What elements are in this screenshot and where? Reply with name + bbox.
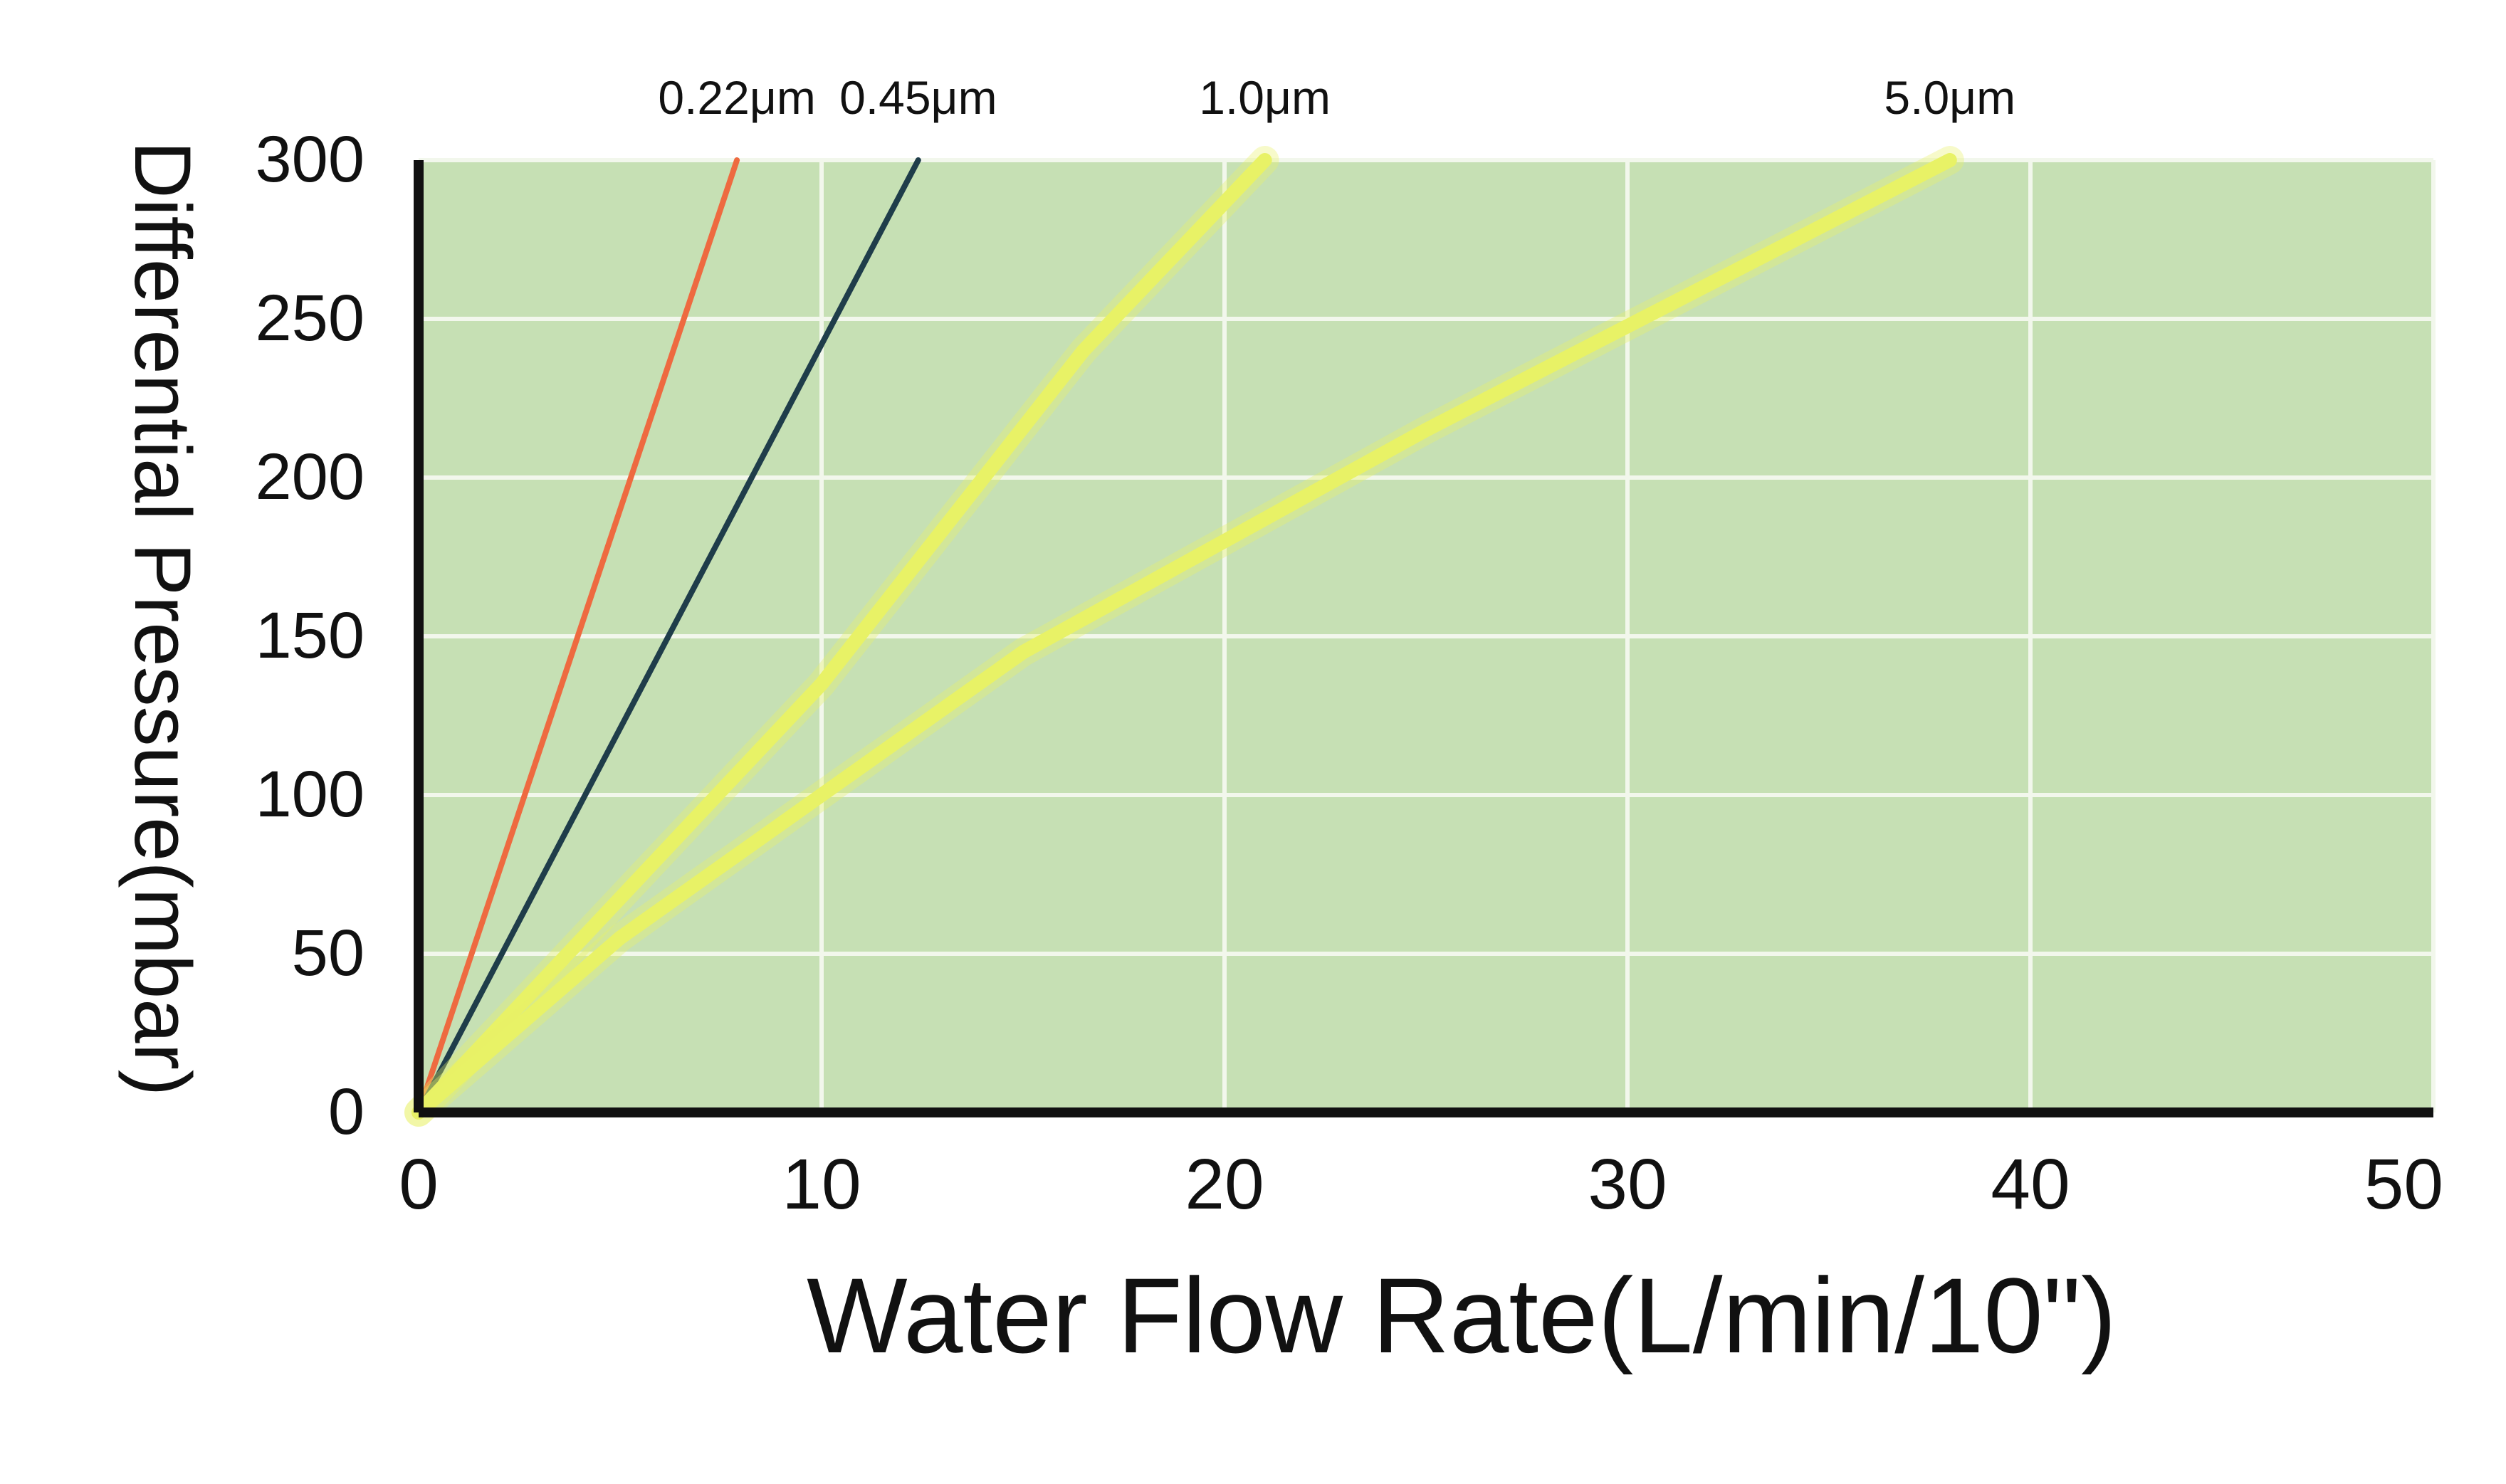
series-line-5-0-m: [411, 153, 1957, 1120]
x-tick-label: 50: [2364, 1144, 2443, 1224]
y-tick-label: 50: [292, 917, 365, 989]
series-label-5-0-m: 5.0μm: [1884, 71, 2015, 124]
series-line-1-0-m: [411, 153, 1272, 1120]
y-tick-label: 150: [256, 599, 365, 672]
x-tick-label: 10: [782, 1144, 861, 1224]
series-line-0-22-m: [416, 157, 740, 1115]
x-tick-label: 30: [1588, 1144, 1667, 1224]
y-tick-label: 100: [256, 758, 365, 831]
series-label-0-45-m: 0.45μm: [839, 71, 997, 124]
y-tick-label: 300: [256, 123, 365, 196]
y-axis-title: Differential Pressure(mbar): [118, 141, 207, 1096]
y-tick-label: 200: [256, 441, 365, 513]
y-tick-label: 0: [328, 1075, 365, 1148]
x-tick-label: 20: [1185, 1144, 1264, 1224]
x-tick-label: 40: [1991, 1144, 2070, 1224]
x-axis-title: Water Flow Rate(L/min/10"): [807, 1256, 2117, 1375]
series-label-0-22-m: 0.22μm: [658, 71, 815, 124]
x-tick-label: 0: [399, 1144, 439, 1224]
series-line-0-45-m: [416, 157, 921, 1115]
series-label-1-0-m: 1.0μm: [1199, 71, 1331, 124]
y-tick-label: 250: [256, 282, 365, 354]
